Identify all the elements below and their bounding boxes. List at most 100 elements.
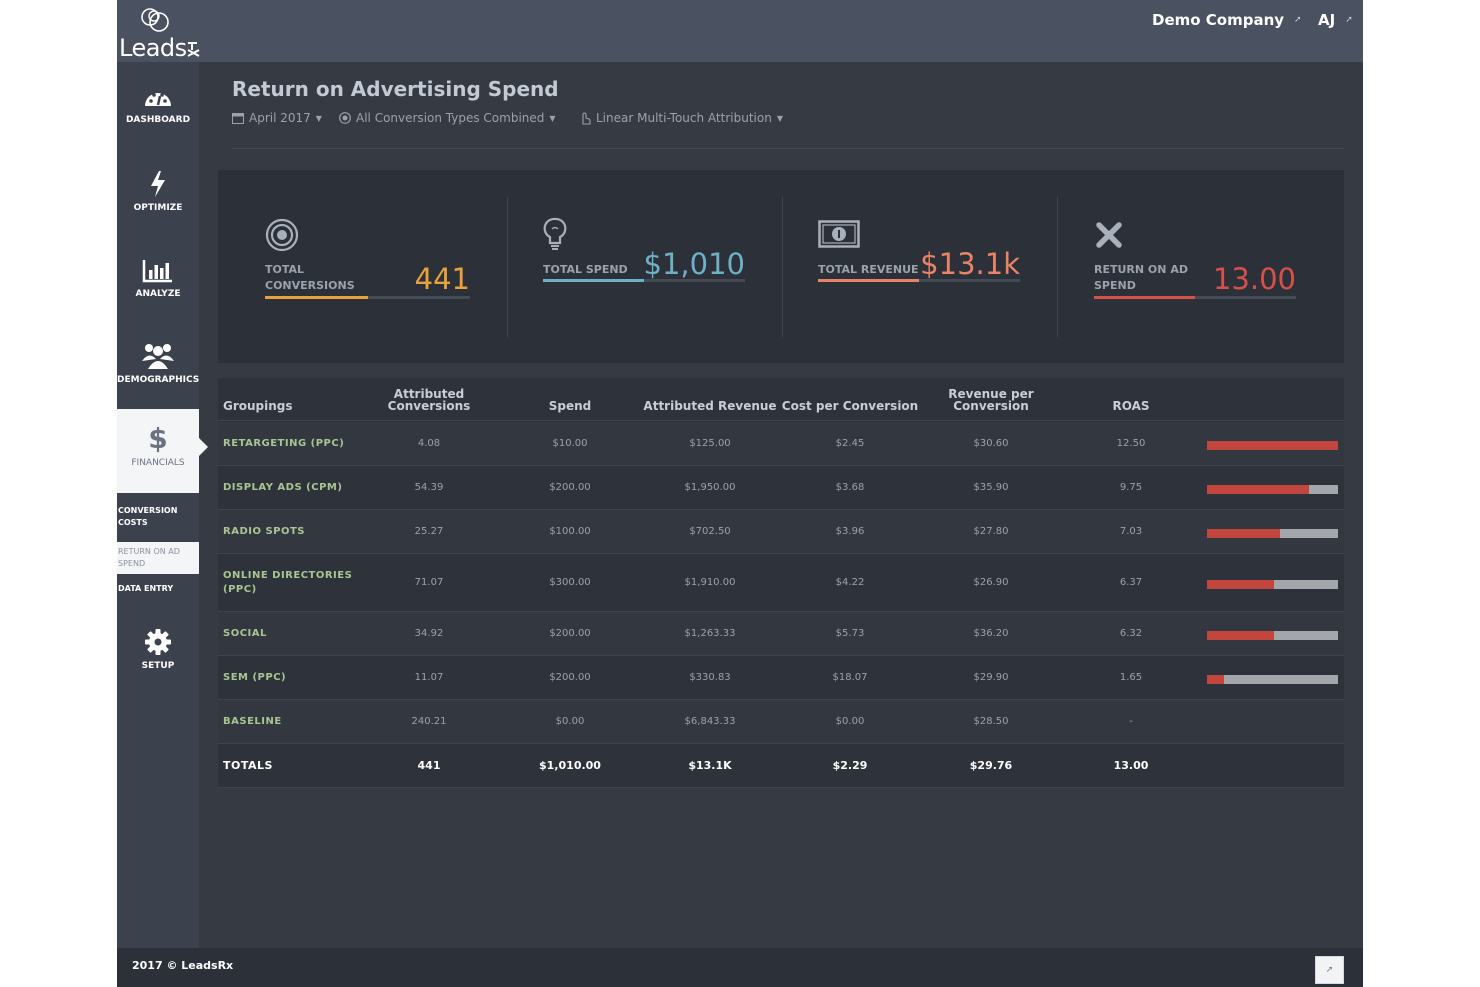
- cell-roas: 7.03: [1119, 526, 1143, 537]
- cell-grouping[interactable]: Online Directories (PPC): [223, 569, 353, 595]
- cell-grouping[interactable]: Retargeting (PPC): [223, 437, 345, 449]
- cell-conversions: 11.07: [414, 672, 444, 683]
- leadsrx-logo[interactable]: Leads: [117, 4, 207, 62]
- column-header-spend[interactable]: Spend: [548, 399, 592, 413]
- table-row[interactable]: Radio Spots 25.27 $100.00 $702.50 $3.96 $27.8…: [218, 510, 1344, 554]
- user-dropdown[interactable]: AJ ➚: [1318, 11, 1353, 29]
- column-header-attributed-conversions[interactable]: Attributed Conversions: [359, 388, 499, 412]
- sidebar-item-label: ANALYZE: [135, 289, 181, 299]
- cell-grouping[interactable]: SEM (PPC): [223, 671, 287, 683]
- cell-cost-per-conversion: $2.45: [835, 438, 865, 449]
- cell-spend: $200.00: [549, 482, 591, 493]
- conversion-type-filter-dropdown[interactable]: All Conversion Types Combined ▼: [339, 111, 556, 125]
- company-name: Demo Company: [1152, 11, 1285, 29]
- kpi-label-line: TOTAL REVENUE: [818, 263, 919, 276]
- kpi-value: 441: [414, 262, 470, 296]
- column-header-revenue-per-conversion[interactable]: Revenue per Conversion: [921, 388, 1061, 412]
- column-header-cost-per-conversion[interactable]: Cost per Conversion: [781, 399, 919, 413]
- kpi-divider: [782, 197, 783, 337]
- roas-bar-fill: [1207, 675, 1225, 684]
- subnav-conversion-costs[interactable]: Conversion Costs: [118, 506, 178, 527]
- roas-bar: [1207, 485, 1338, 494]
- cell-roas: 12.50: [1116, 438, 1146, 449]
- sidebar-item-label: FINANCIALS: [131, 458, 185, 468]
- cell-conversions: 71.07: [414, 577, 444, 588]
- cell-grouping[interactable]: Baseline: [223, 715, 282, 727]
- cell-conversions: 441: [417, 759, 441, 772]
- cell-spend: $200.00: [549, 672, 591, 683]
- cell-spend: $300.00: [549, 577, 591, 588]
- attribution-model-filter-dropdown[interactable]: Linear Multi-Touch Attribution ▼: [579, 111, 783, 125]
- table-row[interactable]: Social 34.92 $200.00 $1,263.33 $5.73 $36.20 6.…: [218, 612, 1344, 656]
- cell-revenue-per-conversion: $26.90: [973, 577, 1009, 588]
- target-icon: [265, 218, 299, 252]
- cell-revenue-per-conversion: $29.76: [969, 759, 1013, 772]
- cell-revenue: $125.00: [689, 438, 731, 449]
- kpi-progress-track: [543, 279, 745, 282]
- sidebar-item-demographics[interactable]: DEMOGRAPHICS: [117, 340, 199, 385]
- sidebar-item-setup[interactable]: SETUP: [117, 628, 199, 671]
- cell-roas: -: [1129, 716, 1133, 727]
- sidebar-item-label: SETUP: [141, 661, 175, 671]
- roas-bar-fill: [1207, 529, 1281, 538]
- kpi-panel: TOTAL CONVERSIONS 441 TOTAL SPEND $1,010: [218, 170, 1344, 363]
- date-filter-dropdown[interactable]: April 2017 ▼: [232, 111, 322, 125]
- kpi-progress-track: [265, 296, 470, 299]
- table-row[interactable]: Baseline 240.21 $0.00 $6,843.33 $0.00 $28.50 -: [218, 700, 1344, 744]
- cell-revenue: $330.83: [689, 672, 731, 683]
- dollar-sign-icon: $: [148, 422, 168, 455]
- subnav-return-on-ad-spend[interactable]: Return on Ad Spend: [117, 542, 199, 574]
- dashboard-gauge-icon: [145, 93, 171, 106]
- company-dropdown[interactable]: Demo Company ➚: [1152, 11, 1302, 29]
- header-line: Conversions: [387, 399, 471, 413]
- table-row[interactable]: Online Directories (PPC) 71.07 $300.00 $1,9…: [218, 554, 1344, 612]
- cell-spend: $10.00: [552, 438, 588, 449]
- sidebar-item-optimize[interactable]: OPTIMIZE: [117, 170, 199, 213]
- header-divider: [232, 148, 1344, 149]
- user-chevron-icon: ➚: [1345, 15, 1353, 25]
- filter-label: April 2017: [249, 111, 311, 125]
- filter-label: Linear Multi-Touch Attribution: [596, 111, 772, 125]
- kpi-label-line: RETURN ON AD: [1094, 263, 1188, 276]
- kpi-progress-fill: [265, 296, 368, 299]
- cell-grouping[interactable]: Display Ads (CPM): [223, 481, 343, 493]
- cell-revenue-per-conversion: $28.50: [973, 716, 1009, 727]
- sidebar-item-analyze[interactable]: ANALYZE: [117, 258, 199, 299]
- kpi-return-on-ad-spend: RETURN ON AD SPEND 13.00: [1094, 170, 1304, 363]
- table-row[interactable]: Retargeting (PPC) 4.08 $10.00 $125.00 $2.45 $…: [218, 422, 1344, 466]
- kpi-progress-fill: [543, 279, 644, 282]
- table-row[interactable]: Display Ads (CPM) 54.39 $200.00 $1,950.00 $3…: [218, 466, 1344, 510]
- cell-cost-per-conversion: $2.29: [832, 759, 868, 772]
- kpi-label: TOTAL REVENUE: [818, 262, 919, 278]
- kpi-progress-track: [1094, 296, 1296, 299]
- column-header-attributed-revenue[interactable]: Attributed Revenue: [643, 399, 777, 413]
- cell-roas: 6.37: [1119, 577, 1143, 588]
- footer: 2017 © LeadsRx ➚: [117, 948, 1363, 987]
- table-totals-row[interactable]: Totals 441 $1,010.00 $13.1K $2.29 $29.76 13.00: [218, 744, 1344, 788]
- cell-grouping[interactable]: Radio Spots: [223, 525, 305, 537]
- target-icon: [339, 112, 351, 124]
- roas-bar: [1207, 441, 1338, 450]
- people-group-icon: [142, 344, 174, 369]
- column-header-groupings[interactable]: Groupings: [223, 399, 293, 413]
- table-row[interactable]: SEM (PPC) 11.07 $200.00 $330.83 $18.07 $29.90…: [218, 656, 1344, 700]
- chevron-down-icon: ▼: [549, 113, 556, 123]
- cell-revenue-per-conversion: $35.90: [973, 482, 1009, 493]
- sidebar-item-dashboard[interactable]: DASHBOARD: [117, 86, 199, 125]
- column-header-roas[interactable]: ROAS: [1112, 399, 1150, 413]
- cell-revenue-per-conversion: $27.80: [973, 526, 1009, 537]
- scroll-to-top-button[interactable]: ➚: [1315, 956, 1344, 984]
- cell-revenue-per-conversion: $29.90: [973, 672, 1009, 683]
- kpi-value: $1,010: [643, 247, 745, 281]
- logo-wordmark: Leads: [119, 34, 201, 62]
- cell-grouping[interactable]: Social: [223, 627, 267, 639]
- subnav-data-entry[interactable]: Data Entry: [118, 584, 174, 593]
- chevron-down-icon: ▼: [315, 113, 322, 123]
- cell-cost-per-conversion: $18.07: [832, 672, 868, 683]
- sidebar-item-financials[interactable]: $ FINANCIALS: [117, 409, 208, 493]
- gear-icon: [145, 629, 171, 655]
- company-chevron-icon: ➚: [1294, 15, 1302, 25]
- cell-revenue-per-conversion: $36.20: [973, 628, 1009, 639]
- roas-bar: [1207, 529, 1338, 538]
- kpi-total-conversions: TOTAL CONVERSIONS 441: [265, 170, 475, 363]
